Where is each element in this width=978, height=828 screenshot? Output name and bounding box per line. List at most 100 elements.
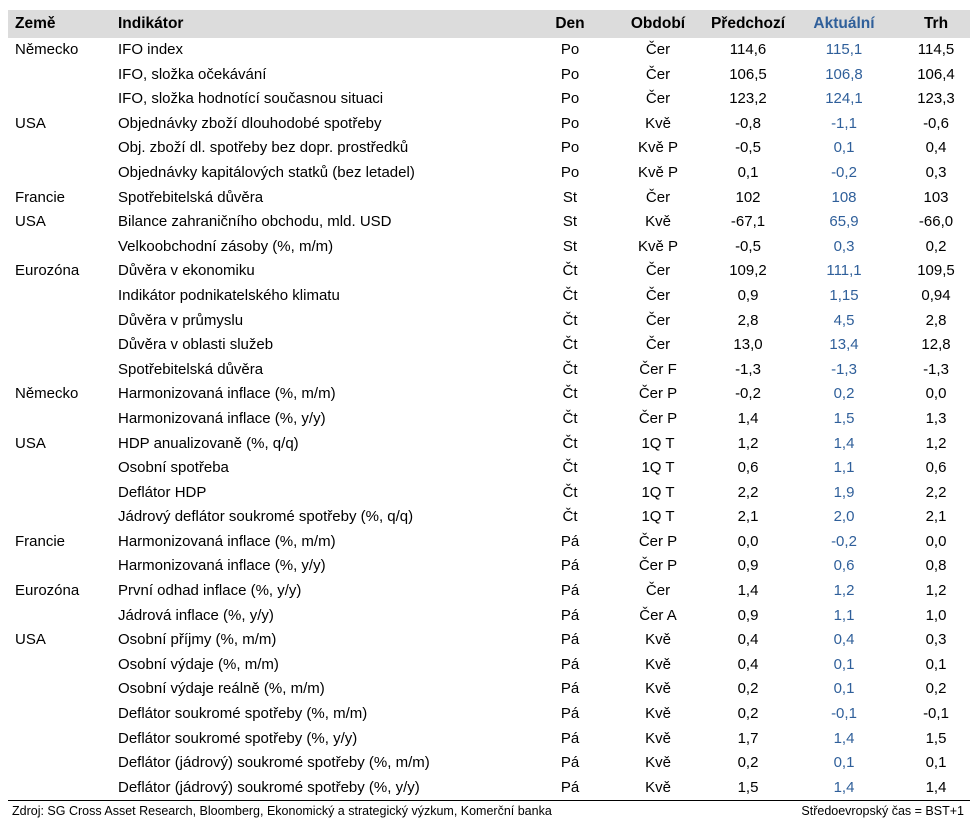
table-row: Důvěra v průmyslu Čt Čer 2,8 4,5 2,8 — [8, 309, 970, 334]
cell-previous: 2,2 — [737, 483, 759, 501]
cell-indicator: Deflátor soukromé spotřeby (%, y/y) — [118, 729, 358, 747]
table-row: Deflátor (jádrový) soukromé spotřeby (%,… — [8, 776, 970, 801]
cell-previous: 0,9 — [737, 286, 759, 304]
table-row: Důvěra v oblasti služeb Čt Čer 13,0 13,4 12,8 — [8, 333, 970, 358]
cell-period: Čer P — [638, 557, 678, 575]
cell-market: -1,3 — [923, 360, 949, 378]
cell-day: Po — [560, 139, 580, 157]
cell-day: Pá — [560, 729, 580, 747]
cell-day: Pá — [560, 557, 580, 575]
cell-market: -0,6 — [923, 114, 949, 132]
cell-period: Kvě — [645, 680, 671, 698]
cell-actual: 1,9 — [833, 483, 855, 501]
cell-period: Kvě — [645, 213, 671, 231]
cell-actual: 0,1 — [833, 680, 855, 698]
cell-day: Po — [560, 41, 580, 58]
cell-period: Čer — [645, 65, 671, 83]
table-row: Deflátor soukromé spotřeby (%, y/y) Pá Kvě… — [8, 727, 970, 752]
cell-actual: 106,8 — [825, 65, 863, 83]
cell-indicator: Osobní spotřeba — [118, 459, 229, 477]
cell-market: 114,5 — [917, 41, 955, 58]
cell-period: Čer P — [638, 385, 678, 403]
cell-indicator: Indikátor podnikatelského klimatu — [118, 286, 340, 304]
calendar-table: Země Indikátor Den Období Předchozí Aktu… — [8, 10, 970, 821]
cell-previous: 0,4 — [737, 631, 759, 649]
cell-country: Eurozóna — [15, 582, 80, 600]
cell-actual: 124,1 — [825, 90, 863, 108]
cell-indicator: Důvěra v průmyslu — [118, 311, 244, 329]
table-row: Spotřebitelská důvěra Čt Čer F -1,3 -1,3 -1,3 — [8, 358, 970, 383]
table-footer: Zdroj: SG Cross Asset Research, Bloomber… — [8, 801, 970, 821]
cell-market: 1,2 — [925, 582, 947, 600]
cell-actual: 4,5 — [833, 311, 855, 329]
cell-market: 0,0 — [925, 532, 947, 550]
cell-actual: 0,2 — [833, 385, 855, 403]
cell-market: 103 — [923, 188, 949, 206]
cell-previous: 0,9 — [737, 606, 759, 624]
cell-day: Čt — [562, 434, 578, 452]
cell-previous: 1,4 — [737, 582, 759, 600]
cell-previous: 2,1 — [737, 508, 759, 526]
cell-market: 1,2 — [925, 434, 947, 452]
cell-previous: 2,8 — [737, 311, 759, 329]
cell-previous: 1,7 — [737, 729, 759, 747]
cell-period: Čer — [645, 336, 671, 354]
cell-country: USA — [15, 631, 46, 649]
cell-previous: 0,1 — [737, 163, 759, 181]
cell-market: -0,1 — [923, 705, 949, 723]
cell-day: Po — [560, 90, 580, 108]
table-row: Deflátor (jádrový) soukromé spotřeby (%,… — [8, 751, 970, 776]
cell-country: USA — [15, 213, 46, 231]
cell-actual: 115,1 — [825, 41, 863, 58]
cell-country: USA — [15, 114, 46, 132]
header-market: Trh — [923, 15, 949, 32]
table-row: Eurozóna Důvěra v ekonomiku Čt Čer 109,2 111,… — [8, 259, 970, 284]
cell-period: Čer — [645, 41, 671, 58]
cell-period: Kvě — [645, 114, 671, 132]
cell-period: Čer — [645, 90, 671, 108]
cell-day: Pá — [560, 705, 580, 723]
table-row: Objednávky kapitálových statků (bez leta… — [8, 161, 970, 186]
table-row: Jádrový deflátor soukromé spotřeby (%, q… — [8, 505, 970, 530]
cell-actual: -0,2 — [831, 163, 857, 181]
cell-market: 0,2 — [925, 237, 947, 255]
cell-previous: 106,5 — [729, 65, 767, 83]
cell-day: Po — [560, 163, 580, 181]
cell-indicator: Osobní příjmy (%, m/m) — [118, 631, 277, 649]
cell-indicator: Spotřebitelská důvěra — [118, 360, 264, 378]
table-row: IFO, složka očekávání Po Čer 106,5 106,8 106,… — [8, 63, 970, 88]
cell-indicator: Důvěra v oblasti služeb — [118, 336, 274, 354]
table-row: Německo IFO index Po Čer 114,6 115,1 114,5 — [8, 38, 970, 63]
table-row: Osobní výdaje (%, m/m) Pá Kvě 0,4 0,1 0,1 — [8, 653, 970, 678]
cell-day: Pá — [560, 606, 580, 624]
cell-period: 1Q T — [641, 459, 675, 477]
cell-period: Kvě — [645, 631, 671, 649]
cell-actual: 2,0 — [833, 508, 855, 526]
cell-day: Pá — [560, 582, 580, 600]
cell-market: 0,0 — [925, 385, 947, 403]
header-previous: Předchozí — [710, 15, 786, 32]
cell-day: Pá — [560, 532, 580, 550]
cell-day: Čt — [562, 336, 578, 354]
header-day: Den — [555, 15, 585, 32]
cell-market: 0,1 — [925, 655, 947, 673]
cell-day: Pá — [560, 655, 580, 673]
cell-indicator: Bilance zahraničního obchodu, mld. USD — [118, 213, 392, 231]
cell-actual: 111,1 — [826, 262, 862, 280]
cell-market: -66,0 — [918, 213, 954, 231]
cell-country: Německo — [15, 41, 79, 58]
header-actual: Aktuální — [813, 15, 875, 32]
cell-day: Pá — [560, 680, 580, 698]
cell-period: Čer — [645, 286, 671, 304]
cell-actual: 0,3 — [833, 237, 855, 255]
cell-indicator: Jádrový deflátor soukromé spotřeby (%, q… — [118, 508, 414, 526]
table-row: Eurozóna První odhad inflace (%, y/y) Pá Če… — [8, 579, 970, 604]
table-row: USA HDP anualizovaně (%, q/q) Čt 1Q T 1,2 1,4… — [8, 432, 970, 457]
table-row: Indikátor podnikatelského klimatu Čt Čer 0,… — [8, 284, 970, 309]
cell-market: 0,94 — [921, 286, 951, 304]
cell-indicator: Spotřebitelská důvěra — [118, 188, 264, 206]
cell-market: 2,8 — [925, 311, 947, 329]
cell-indicator: Harmonizovaná inflace (%, y/y) — [118, 409, 326, 427]
table-row: Francie Harmonizovaná inflace (%, m/m) Pá Č… — [8, 530, 970, 555]
cell-market: 2,1 — [925, 508, 947, 526]
